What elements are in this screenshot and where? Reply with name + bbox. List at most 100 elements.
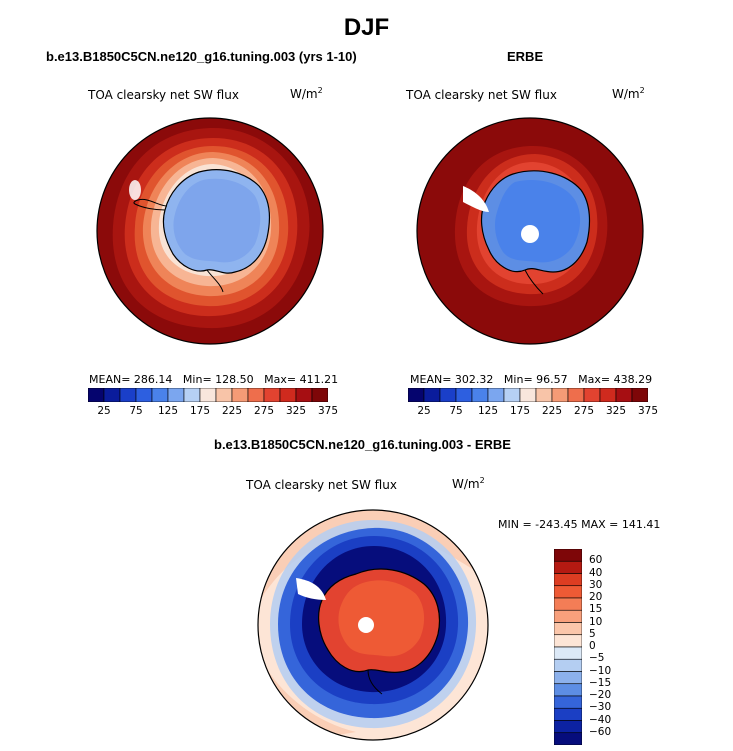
panel2-colorbar-tick-label: 25: [417, 405, 431, 417]
panel1-colorbar-tick-label: 75: [129, 405, 143, 417]
panel2-colorbar-swatch: [503, 388, 521, 402]
panel3-variable-label: TOA clearsky net SW flux: [246, 478, 397, 492]
panel3-colorbar-swatch: [554, 720, 582, 734]
panel3-colorbar-tick-label: 30: [589, 578, 603, 591]
panel2-colorbar-swatch: [615, 388, 633, 402]
panel2-colorbar-swatch: [583, 388, 601, 402]
panel1-colorbar-swatch: [279, 388, 297, 402]
panel1-colorbar-swatch: [247, 388, 265, 402]
panel1-min: 128.50: [215, 373, 254, 386]
panel1-colorbar-swatch: [263, 388, 281, 402]
panel2-colorbar-swatch: [439, 388, 457, 402]
panel1-colorbar-swatch: [183, 388, 201, 402]
panel2-colorbar-swatch: [487, 388, 505, 402]
panel1-colorbar: [88, 388, 328, 402]
panel3-colorbar-tick-label: −30: [589, 701, 612, 714]
panel2-max: 438.29: [613, 373, 653, 386]
panel1-colorbar-swatch: [215, 388, 233, 402]
panel3-colorbar-tick-label: −60: [589, 725, 612, 738]
panel3-polar-map: [257, 509, 489, 741]
panel2-colorbar-swatch: [599, 388, 617, 402]
panel2-colorbar-tick-label: 325: [605, 405, 627, 417]
panel1-colorbar-swatch: [231, 388, 249, 402]
panel1-mean: 286.14: [133, 373, 173, 386]
panel2-colorbar-swatch: [551, 388, 569, 402]
panel2-colorbar-tick-label: 75: [449, 405, 463, 417]
panel2-colorbar-tick-label: 225: [541, 405, 563, 417]
panel1-colorbar-tick-label: 325: [285, 405, 307, 417]
panel1-colorbar-tick-label: 25: [97, 405, 111, 417]
panel2-title: ERBE: [507, 49, 544, 64]
panel1-colorbar-swatch: [151, 388, 169, 402]
panel2-mean: 302.32: [454, 373, 494, 386]
panel3-minmax: MIN = -243.45 MAX = 141.41: [498, 518, 661, 531]
panel1-stats: MEAN= 286.14 Min= 128.50 Max= 411.21: [89, 373, 339, 386]
panel2-colorbar-swatch: [567, 388, 585, 402]
panel3-colorbar-tick-label: 5: [589, 627, 596, 640]
panel2-colorbar-tick-label: 375: [637, 405, 659, 417]
panel1-colorbar-swatch: [119, 388, 137, 402]
panel3-colorbar-swatch: [554, 671, 582, 685]
panel3-colorbar: [554, 549, 582, 745]
panel2-colorbar-swatch: [631, 388, 648, 402]
panel3-colorbar-tick-label: 20: [589, 591, 603, 603]
panel3-colorbar-swatch: [554, 707, 582, 721]
panel3-colorbar-tick-label: 60: [589, 554, 603, 567]
panel3-colorbar-swatch: [554, 622, 582, 636]
panel3-colorbar-swatch: [554, 573, 582, 587]
panel3-colorbar-tick-label: −20: [589, 689, 612, 701]
panel1-colorbar-tick-label: 375: [317, 405, 339, 417]
panel1-polar-map: [96, 117, 324, 345]
panel2-min: 96.57: [536, 373, 568, 386]
panel2-colorbar-swatch: [455, 388, 473, 402]
panel1-colorbar-tick-label: 175: [189, 405, 211, 417]
panel3-units: W/m2: [452, 476, 485, 491]
panel2-colorbar-swatch: [535, 388, 553, 402]
panel2-colorbar-tick-label: 175: [509, 405, 531, 417]
panel3-colorbar-swatch: [554, 732, 582, 745]
panel2-colorbar-tick-label: 275: [573, 405, 595, 417]
figure-title: DJF: [343, 14, 390, 41]
panel1-title: b.e13.B1850C5CN.ne120_g16.tuning.003 (yr…: [46, 49, 357, 64]
panel2-variable-label: TOA clearsky net SW flux: [406, 88, 557, 102]
panel1-colorbar-tick-label: 125: [157, 405, 179, 417]
panel3-title: b.e13.B1850C5CN.ne120_g16.tuning.003 - E…: [214, 437, 511, 452]
panel2-stats: MEAN= 302.32 Min= 96.57 Max= 438.29: [410, 373, 653, 386]
panel3-colorbar-tick-label: 0: [589, 640, 596, 652]
panel1-colorbar-swatch: [295, 388, 313, 402]
panel1-colorbar-swatch: [103, 388, 121, 402]
panel1-colorbar-tick-label: 275: [253, 405, 275, 417]
panel1-colorbar-swatch: [311, 388, 328, 402]
panel3-colorbar-tick-label: −10: [589, 664, 612, 677]
panel2-colorbar-swatch: [423, 388, 441, 402]
panel3-colorbar-swatch: [554, 549, 582, 562]
panel2-colorbar-swatch: [519, 388, 537, 402]
panel1-colorbar-swatch: [167, 388, 185, 402]
panel1-colorbar-swatch: [135, 388, 153, 402]
panel2-units: W/m2: [612, 86, 645, 101]
panel3-colorbar-swatch: [554, 683, 582, 697]
panel2-colorbar-swatch: [408, 388, 425, 402]
panel2-polar-map: [416, 117, 644, 345]
panel3-colorbar-tick-label: 10: [589, 615, 603, 628]
panel1-colorbar-swatch: [88, 388, 105, 402]
panel3-colorbar-swatch: [554, 695, 582, 709]
panel3-colorbar-swatch: [554, 585, 582, 599]
panel3-colorbar-tick-label: −40: [589, 713, 612, 726]
panel3-colorbar-swatch: [554, 560, 582, 574]
panel2-colorbar-tick-label: 125: [477, 405, 499, 417]
panel3-colorbar-swatch: [554, 597, 582, 611]
panel3-colorbar-tick-label: −5: [589, 652, 605, 665]
panel2-colorbar-swatch: [471, 388, 489, 402]
panel1-colorbar-tick-label: 225: [221, 405, 243, 417]
panel3-colorbar-tick-label: −15: [589, 676, 612, 689]
panel3-colorbar-swatch: [554, 646, 582, 660]
panel1-variable-label: TOA clearsky net SW flux: [88, 88, 239, 102]
panel3-colorbar-swatch: [554, 609, 582, 623]
panel1-colorbar-swatch: [199, 388, 217, 402]
panel3-colorbar-tick-label: 15: [589, 603, 603, 616]
panel1-max: 411.21: [299, 373, 339, 386]
panel3-colorbar-swatch: [554, 634, 582, 648]
panel3-colorbar-swatch: [554, 658, 582, 672]
panel1-units: W/m2: [290, 86, 323, 101]
